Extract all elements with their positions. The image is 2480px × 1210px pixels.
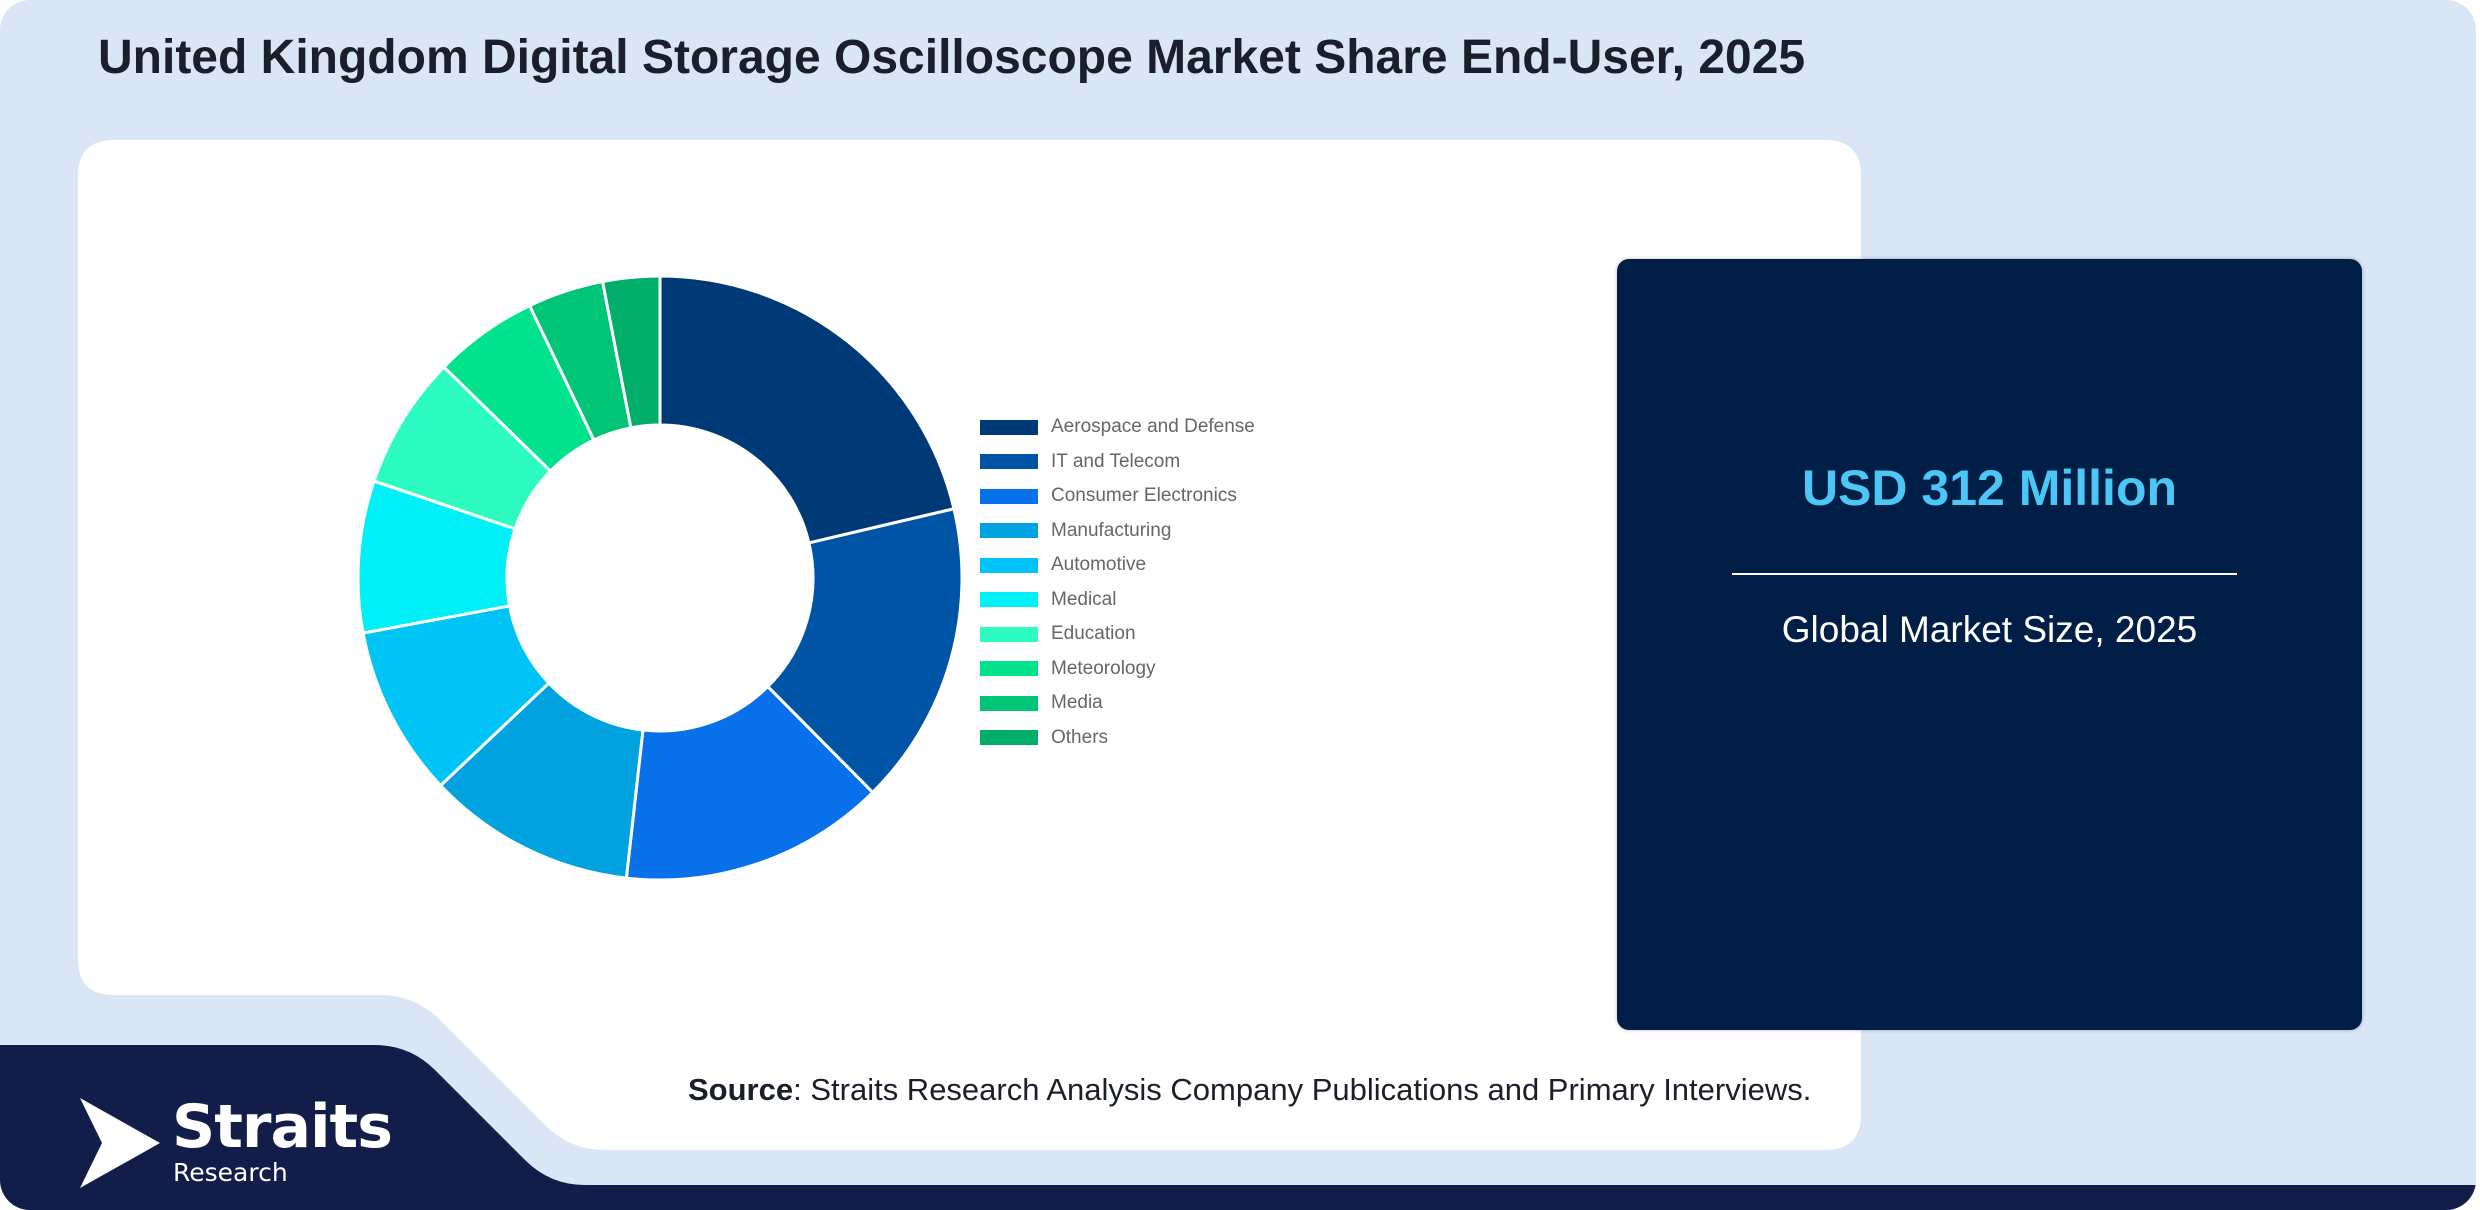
- chart-legend: Aerospace and Defense IT and Telecom Consu…: [980, 410, 1255, 755]
- donut-slice-it-and-telecom: [765, 506, 964, 795]
- donut-slice-consumer-electronics: [624, 684, 875, 882]
- legend-swatch: [980, 419, 1038, 435]
- straits-logo[interactable]: Straits Research: [80, 1092, 400, 1190]
- legend-label: Manufacturing: [1051, 519, 1172, 541]
- legend-item[interactable]: Manufacturing: [980, 514, 1255, 549]
- market-size-label: Global Market Size, 2025: [1781, 609, 2198, 650]
- legend-swatch: [980, 661, 1038, 677]
- legend-label: Others: [1051, 726, 1109, 748]
- legend-label: Automotive: [1051, 554, 1147, 576]
- legend-item[interactable]: Consumer Electronics: [980, 479, 1255, 514]
- donut-slice-others: [600, 274, 662, 430]
- legend-label: IT and Telecom: [1051, 450, 1181, 472]
- legend-item[interactable]: IT and Telecom: [980, 445, 1255, 480]
- logo-name: Straits: [172, 1092, 393, 1162]
- legend-item[interactable]: Meteorology: [980, 652, 1255, 687]
- donut-slice-aerospace-and-defense: [658, 274, 956, 545]
- donut-chart: [356, 274, 964, 882]
- legend-item[interactable]: Media: [980, 686, 1255, 721]
- legend-label: Aerospace and Defense: [1051, 416, 1255, 438]
- legend-item[interactable]: Medical: [980, 583, 1255, 618]
- logo-subtitle: Research: [173, 1158, 288, 1187]
- market-size-card: USD 312 Million Global Market Size, 2025: [1617, 259, 2362, 1030]
- legend-label: Consumer Electronics: [1051, 485, 1237, 507]
- legend-label: Medical: [1051, 588, 1117, 610]
- legend-label: Education: [1051, 623, 1136, 645]
- legend-swatch: [980, 488, 1038, 504]
- market-size-value: USD 312 Million: [1801, 460, 2178, 516]
- legend-swatch: [980, 730, 1038, 746]
- legend-swatch: [980, 626, 1038, 642]
- legend-swatch: [980, 695, 1038, 711]
- legend-item[interactable]: Education: [980, 617, 1255, 652]
- legend-swatch: [980, 523, 1038, 539]
- source-label: Source: [688, 1072, 794, 1107]
- legend-swatch: [980, 592, 1038, 608]
- straits-arrow-logo-icon: [80, 1098, 160, 1188]
- source-note: Source: Straits Research Analysis Compan…: [688, 1072, 1811, 1108]
- legend-item[interactable]: Automotive: [980, 548, 1255, 583]
- legend-label: Media: [1051, 692, 1103, 714]
- market-size-divider: [1732, 573, 2237, 575]
- legend-item[interactable]: Aerospace and Defense: [980, 410, 1255, 445]
- legend-swatch: [980, 454, 1038, 470]
- legend-label: Meteorology: [1051, 657, 1156, 679]
- page-title: United Kingdom Digital Storage Oscillosc…: [98, 31, 1806, 84]
- source-text: : Straits Research Analysis Company Publ…: [793, 1072, 1812, 1107]
- legend-swatch: [980, 557, 1038, 573]
- legend-item[interactable]: Others: [980, 721, 1255, 756]
